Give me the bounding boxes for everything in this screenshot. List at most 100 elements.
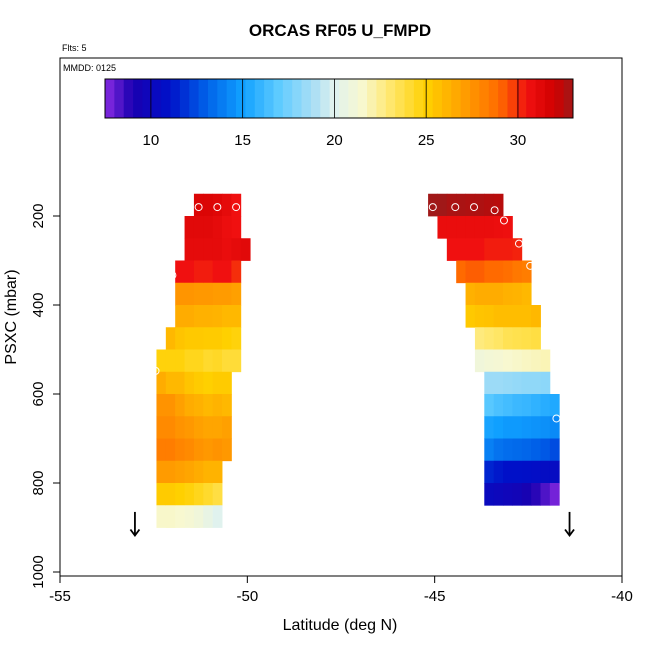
heatmap-cell xyxy=(184,282,195,306)
heatmap-cells xyxy=(156,193,560,528)
heatmap-cell xyxy=(493,371,504,395)
colorbar-swatch xyxy=(423,79,433,118)
colorbar-swatch xyxy=(254,79,265,118)
colorbar-swatch xyxy=(470,79,480,118)
flight-track-point xyxy=(213,203,222,212)
descent-arrows xyxy=(129,511,575,538)
colorbar-frame xyxy=(104,78,574,119)
colorbar-swatch xyxy=(404,79,415,118)
heatmap-cell xyxy=(184,416,195,439)
heatmap-cell xyxy=(540,349,551,373)
heatmap-cell xyxy=(175,416,185,439)
heatmap-cell xyxy=(222,282,232,306)
colorbar-tick-label: 15 xyxy=(234,132,251,149)
colorbar-swatch xyxy=(357,79,368,118)
colorbar-swatch xyxy=(413,79,424,118)
heatmap-cell xyxy=(465,238,476,261)
colorbar-swatch xyxy=(114,79,125,118)
heatmap-cell xyxy=(193,371,204,395)
heatmap-cell xyxy=(175,305,185,328)
flight-track-points xyxy=(144,203,568,465)
colorbar-swatch xyxy=(460,79,471,118)
heatmap-cell xyxy=(212,238,223,261)
heatmap-cell xyxy=(203,260,214,284)
heatmap-cell xyxy=(521,327,532,350)
arrow-head xyxy=(129,528,141,538)
heatmap-cell xyxy=(193,305,204,328)
heatmap-cell xyxy=(512,349,523,373)
heatmap-cell xyxy=(175,371,185,395)
heatmap-cell xyxy=(156,371,167,395)
heatmap-cell xyxy=(521,483,532,506)
heatmap-cell xyxy=(212,260,223,284)
heatmap-cell xyxy=(222,394,232,417)
heatmap-cell xyxy=(540,438,551,462)
heatmap-cell xyxy=(222,216,232,239)
heatmap-cell xyxy=(222,327,232,350)
heatmap-cell xyxy=(212,438,223,462)
heatmap-cell xyxy=(203,460,214,484)
heatmap-cell xyxy=(222,438,232,462)
heatmap-cell xyxy=(165,460,176,484)
flight-track-point xyxy=(194,203,203,212)
heatmap-cell xyxy=(484,460,495,484)
heatmap-cell xyxy=(231,305,242,328)
colorbar-swatch xyxy=(151,79,162,118)
colorbar-swatch xyxy=(292,79,302,118)
heatmap-cell xyxy=(484,483,495,506)
colorbar-swatch xyxy=(282,79,293,118)
heatmap-cell xyxy=(184,394,195,417)
heatmap-cell xyxy=(165,327,176,350)
heatmap-cell xyxy=(184,238,195,261)
y-tick-label: 200 xyxy=(30,203,47,228)
colorbar-swatch xyxy=(554,79,565,118)
colorbar-swatch xyxy=(516,79,527,118)
heatmap-cell xyxy=(222,371,232,395)
heatmap-cell xyxy=(203,349,214,373)
heatmap-cell xyxy=(493,460,504,484)
flight-track-point xyxy=(470,203,479,212)
heatmap-cell xyxy=(184,505,195,528)
heatmap-cell xyxy=(484,305,495,328)
heatmap-cell xyxy=(203,216,214,239)
heatmap-cell xyxy=(203,238,214,261)
heatmap-cell xyxy=(474,282,485,306)
heatmap-cell xyxy=(512,238,523,261)
heatmap-cell xyxy=(175,505,185,528)
heatmap-cell xyxy=(493,238,504,261)
colorbar-swatch xyxy=(245,79,256,118)
heatmap-cell xyxy=(456,260,466,284)
heatmap-cell xyxy=(212,460,223,484)
heatmap-cell xyxy=(193,193,204,217)
heatmap-cell xyxy=(456,238,466,261)
colorbar-swatch xyxy=(348,79,359,118)
heatmap-cell xyxy=(521,394,532,417)
heatmap-cell xyxy=(540,483,551,506)
heatmap-cell xyxy=(203,416,214,439)
heatmap-cell xyxy=(231,327,242,350)
heatmap-cell xyxy=(465,216,476,239)
heatmap-cell xyxy=(437,193,448,217)
colorbar-swatch xyxy=(507,79,518,118)
heatmap-cell xyxy=(193,438,204,462)
flight-track-point xyxy=(168,271,177,280)
heatmap-cell xyxy=(175,282,185,306)
heatmap-cell xyxy=(222,260,232,284)
heatmap-cell xyxy=(175,460,185,484)
heatmap-cell xyxy=(212,327,223,350)
colorbar-swatch xyxy=(498,79,508,118)
heatmap-cell xyxy=(193,416,204,439)
heatmap-cell xyxy=(446,193,457,217)
heatmap-cell xyxy=(203,505,214,528)
heatmap-cell xyxy=(193,327,204,350)
heatmap-cell xyxy=(184,460,195,484)
colorbar-swatch xyxy=(441,79,452,118)
heatmap-cell xyxy=(503,282,513,306)
heatmap-cell xyxy=(521,438,532,462)
colorbar-swatch xyxy=(264,79,274,118)
heatmap-cell xyxy=(512,282,523,306)
heatmap-cell xyxy=(549,416,560,439)
flight-track-point xyxy=(514,239,523,248)
heatmap-cell xyxy=(521,371,532,395)
heatmap-cell xyxy=(193,282,204,306)
